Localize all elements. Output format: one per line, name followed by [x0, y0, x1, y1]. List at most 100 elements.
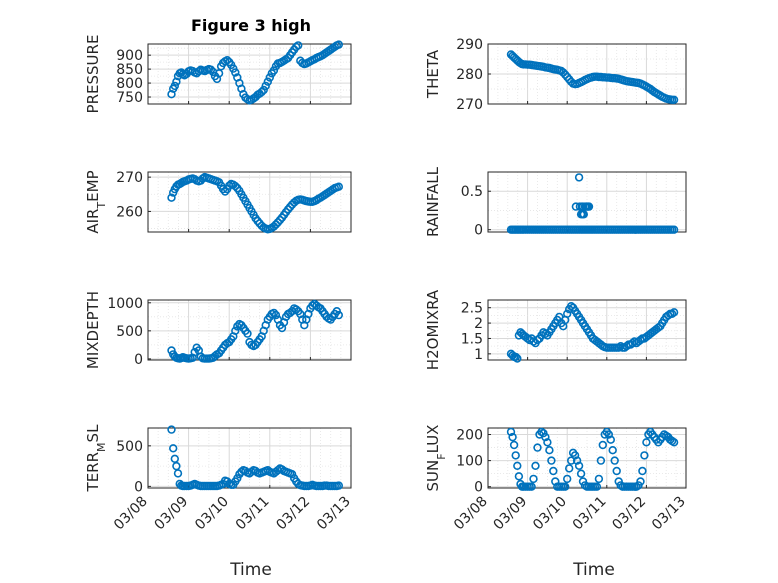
- data-point: [562, 309, 572, 318]
- y-axis-label: PRESSURE: [84, 35, 102, 114]
- data-point: [172, 461, 181, 471]
- y-axis-label: H2OMIXRA: [424, 289, 442, 370]
- data-point: [509, 440, 519, 450]
- data-points: [167, 425, 343, 491]
- y-tick-label: 900: [116, 48, 143, 64]
- data-point: [170, 454, 180, 463]
- y-axis-label: SUNFLUX: [424, 425, 448, 492]
- x-axis-label-left: Time: [229, 560, 272, 580]
- x-tick-label: 03/08: [111, 494, 151, 534]
- data-point: [566, 456, 576, 465]
- data-points: [167, 172, 343, 234]
- data-point: [511, 352, 520, 362]
- data-point: [529, 474, 538, 484]
- axes-box: [147, 427, 352, 489]
- x-tick-label: 03/13: [649, 494, 689, 534]
- data-point: [596, 456, 606, 465]
- y-tick-label: 500: [116, 324, 143, 340]
- x-tick-label: 03/09: [152, 494, 192, 534]
- data-points: [506, 427, 679, 491]
- axes-box: [487, 43, 687, 105]
- data-point: [636, 477, 645, 486]
- data-point: [167, 425, 176, 434]
- y-tick-label: 0: [474, 480, 483, 496]
- data-point: [511, 451, 520, 460]
- data-points: [506, 302, 679, 363]
- data-point: [576, 469, 586, 478]
- data-point: [233, 474, 242, 483]
- y-tick-label: 850: [116, 62, 143, 78]
- data-points: [167, 299, 343, 363]
- data-point: [564, 464, 574, 473]
- data-point: [285, 308, 295, 318]
- data-point: [592, 482, 602, 491]
- y-axis-label: AIRTEMP: [84, 170, 108, 233]
- x-tick-label: 03/08: [451, 494, 491, 534]
- x-tick-label: 03/10: [530, 494, 570, 534]
- data-point: [616, 342, 625, 351]
- data-point: [292, 305, 301, 314]
- data-point: [527, 482, 536, 491]
- data-point: [533, 443, 542, 452]
- data-point: [257, 87, 266, 97]
- data-point: [167, 193, 176, 202]
- axes-box: [487, 299, 687, 361]
- data-point: [594, 474, 604, 484]
- y-tick-label: 260: [116, 204, 143, 220]
- y-tick-label: 0: [134, 479, 143, 495]
- data-point: [514, 472, 524, 481]
- y-tick-label: 270: [456, 97, 483, 113]
- data-point: [604, 430, 613, 439]
- data-point: [584, 202, 594, 211]
- x-tick-label: 03/11: [233, 494, 273, 534]
- data-point: [334, 40, 343, 49]
- data-point: [579, 210, 588, 219]
- y-tick-label: 0.5: [461, 184, 483, 200]
- data-point: [173, 469, 183, 478]
- data-point: [669, 438, 679, 447]
- data-point: [640, 451, 649, 460]
- data-points: [506, 173, 679, 234]
- y-tick-label: 270: [116, 170, 143, 186]
- data-point: [531, 461, 540, 470]
- x-tick-label: 03/13: [314, 494, 354, 534]
- data-point: [610, 456, 619, 465]
- y-tick-label: 100: [456, 454, 483, 470]
- y-tick-label: 0: [134, 352, 143, 368]
- subplot-6: 11.522.5 H2OMIXRA: [424, 289, 687, 370]
- x-tick-label: 03/12: [609, 494, 649, 534]
- data-point: [206, 65, 216, 74]
- data-point: [506, 427, 516, 437]
- data-point: [541, 432, 550, 442]
- data-point: [543, 438, 552, 447]
- data-point: [574, 173, 584, 182]
- data-point: [269, 308, 279, 318]
- subplot-4: 0 0.5 RAINFALL: [424, 166, 687, 239]
- data-point: [169, 444, 178, 453]
- x-tick-label: 03/10: [192, 494, 232, 534]
- data-points: [506, 50, 679, 105]
- y-tick-label: 750: [116, 90, 143, 106]
- y-tick-label: 2: [474, 316, 483, 332]
- data-point: [669, 225, 679, 234]
- data-point: [608, 446, 617, 455]
- y-tick-label: 280: [456, 67, 483, 83]
- data-point: [231, 68, 240, 77]
- subplot-5: 0 500 1000 MIXDEPTH: [84, 291, 352, 369]
- data-point: [574, 461, 584, 470]
- data-point: [513, 354, 522, 363]
- y-axis-label: RAINFALL: [424, 166, 442, 237]
- data-point: [190, 347, 199, 357]
- data-point: [549, 466, 558, 476]
- data-point: [170, 81, 180, 91]
- data-point: [560, 482, 570, 491]
- data-point: [261, 81, 270, 91]
- subplot-2: 270 280 290 THETA: [424, 37, 687, 113]
- data-point: [606, 435, 615, 444]
- data-point: [541, 329, 550, 338]
- y-tick-label: 200: [456, 428, 483, 444]
- subplot-3: 260 270 AIRTEMP: [84, 170, 352, 234]
